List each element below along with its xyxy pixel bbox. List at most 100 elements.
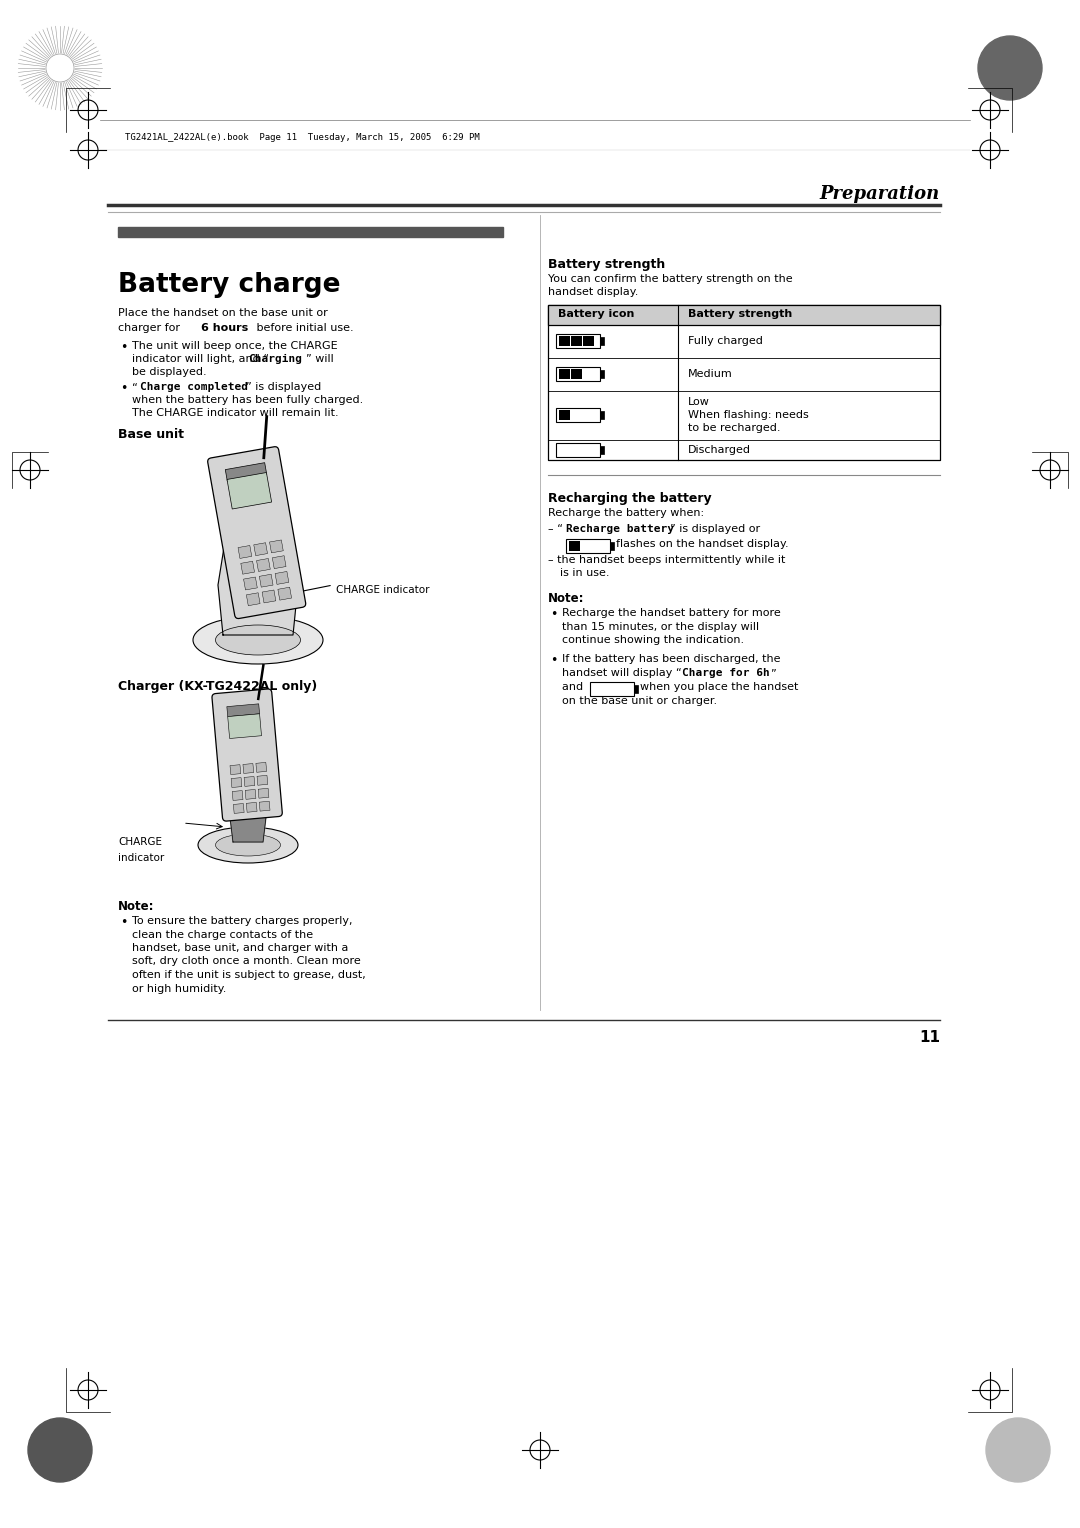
Text: To ensure the battery charges properly,: To ensure the battery charges properly, xyxy=(132,915,352,926)
Text: Battery icon: Battery icon xyxy=(558,309,634,319)
Bar xyxy=(556,443,600,457)
Text: be displayed.: be displayed. xyxy=(132,367,206,377)
Text: Base unit: Base unit xyxy=(118,428,184,442)
Text: clean the charge contacts of the: clean the charge contacts of the xyxy=(132,929,313,940)
Text: – “: – “ xyxy=(548,524,563,533)
Text: TG2421AL_2422AL(e).book  Page 11  Tuesday, March 15, 2005  6:29 PM: TG2421AL_2422AL(e).book Page 11 Tuesday,… xyxy=(125,133,480,142)
Bar xyxy=(232,790,243,801)
Text: Note:: Note: xyxy=(548,591,584,605)
Bar xyxy=(583,336,594,345)
Text: – the handset beeps intermittently while it: – the handset beeps intermittently while… xyxy=(548,555,785,565)
Bar xyxy=(256,762,267,772)
Text: handset display.: handset display. xyxy=(548,287,638,296)
Text: •: • xyxy=(120,915,127,929)
Text: Discharged: Discharged xyxy=(688,445,751,455)
Text: Recharge battery: Recharge battery xyxy=(566,524,674,533)
Bar xyxy=(559,336,570,345)
Text: handset, base unit, and charger with a: handset, base unit, and charger with a xyxy=(132,943,349,953)
Bar xyxy=(226,463,267,481)
Text: continue showing the indication.: continue showing the indication. xyxy=(562,636,744,645)
Text: Low: Low xyxy=(688,397,710,406)
Text: before initial use.: before initial use. xyxy=(253,322,353,333)
Text: often if the unit is subject to grease, dust,: often if the unit is subject to grease, … xyxy=(132,970,366,979)
Ellipse shape xyxy=(216,625,300,656)
Text: •: • xyxy=(120,341,127,354)
Polygon shape xyxy=(230,790,266,842)
Bar xyxy=(270,539,283,553)
Text: If the battery has been discharged, the: If the battery has been discharged, the xyxy=(562,654,781,665)
Ellipse shape xyxy=(198,827,298,863)
FancyBboxPatch shape xyxy=(207,446,306,619)
Text: Preparation: Preparation xyxy=(820,185,940,203)
Bar xyxy=(559,368,570,379)
Bar xyxy=(548,306,940,460)
Text: 11: 11 xyxy=(919,1030,940,1045)
Bar xyxy=(610,542,615,550)
Bar xyxy=(556,367,600,380)
Text: “: “ xyxy=(132,382,138,393)
Bar xyxy=(246,593,260,605)
Text: is in use.: is in use. xyxy=(561,568,609,578)
Text: •: • xyxy=(120,382,127,396)
Text: Battery strength: Battery strength xyxy=(548,258,665,270)
Bar xyxy=(241,561,255,575)
Bar xyxy=(244,578,257,590)
Bar xyxy=(227,472,271,509)
Circle shape xyxy=(28,1418,92,1482)
Text: charger for: charger for xyxy=(118,322,184,333)
Circle shape xyxy=(978,37,1042,99)
Bar xyxy=(262,590,275,604)
Bar xyxy=(238,545,252,558)
Bar xyxy=(272,556,286,568)
Text: Place the handset on the base unit or: Place the handset on the base unit or xyxy=(118,309,327,318)
Bar xyxy=(275,571,288,584)
Text: to be recharged.: to be recharged. xyxy=(688,423,781,432)
Text: Charge completed: Charge completed xyxy=(140,382,248,393)
Text: indicator will light, and “: indicator will light, and “ xyxy=(132,354,269,364)
Bar xyxy=(118,228,503,237)
Bar xyxy=(257,775,268,785)
Text: You can confirm the battery strength on the: You can confirm the battery strength on … xyxy=(548,274,793,284)
Bar xyxy=(600,411,604,419)
Bar xyxy=(559,410,570,420)
Bar xyxy=(548,306,940,325)
Text: than 15 minutes, or the display will: than 15 minutes, or the display will xyxy=(562,622,759,631)
Text: ” will: ” will xyxy=(306,354,334,364)
Text: soft, dry cloth once a month. Clean more: soft, dry cloth once a month. Clean more xyxy=(132,957,361,967)
Text: CHARGE indicator: CHARGE indicator xyxy=(336,585,430,594)
Bar xyxy=(227,704,259,717)
Ellipse shape xyxy=(193,616,323,665)
Text: ”: ” xyxy=(770,668,775,678)
Text: Recharge the handset battery for more: Recharge the handset battery for more xyxy=(562,608,781,617)
Text: 6 hours: 6 hours xyxy=(201,322,248,333)
Text: The unit will beep once, the CHARGE: The unit will beep once, the CHARGE xyxy=(132,341,338,351)
Bar xyxy=(259,575,273,587)
Bar xyxy=(254,542,268,556)
Bar xyxy=(246,802,257,813)
Text: when you place the handset: when you place the handset xyxy=(640,681,798,692)
Bar xyxy=(566,539,610,553)
Bar xyxy=(556,335,600,348)
Text: ” is displayed: ” is displayed xyxy=(246,382,321,393)
Bar xyxy=(556,408,600,422)
Text: Battery strength: Battery strength xyxy=(688,309,793,319)
Bar xyxy=(231,778,242,787)
Text: on the base unit or charger.: on the base unit or charger. xyxy=(562,695,717,706)
Text: Fully charged: Fully charged xyxy=(688,336,762,345)
Bar xyxy=(243,764,254,773)
Bar xyxy=(600,446,604,454)
Text: The CHARGE indicator will remain lit.: The CHARGE indicator will remain lit. xyxy=(132,408,339,419)
Bar xyxy=(258,788,269,798)
Bar xyxy=(278,587,292,601)
Bar xyxy=(571,368,582,379)
Text: when the battery has been fully charged.: when the battery has been fully charged. xyxy=(132,396,363,405)
Text: Charge for 6h: Charge for 6h xyxy=(681,668,770,678)
Bar xyxy=(259,801,270,811)
Bar xyxy=(634,685,638,694)
Bar xyxy=(228,714,261,738)
Bar xyxy=(230,764,241,775)
Text: Medium: Medium xyxy=(688,368,732,379)
Polygon shape xyxy=(218,510,298,636)
Text: When flashing: needs: When flashing: needs xyxy=(688,410,809,420)
FancyBboxPatch shape xyxy=(212,689,282,821)
